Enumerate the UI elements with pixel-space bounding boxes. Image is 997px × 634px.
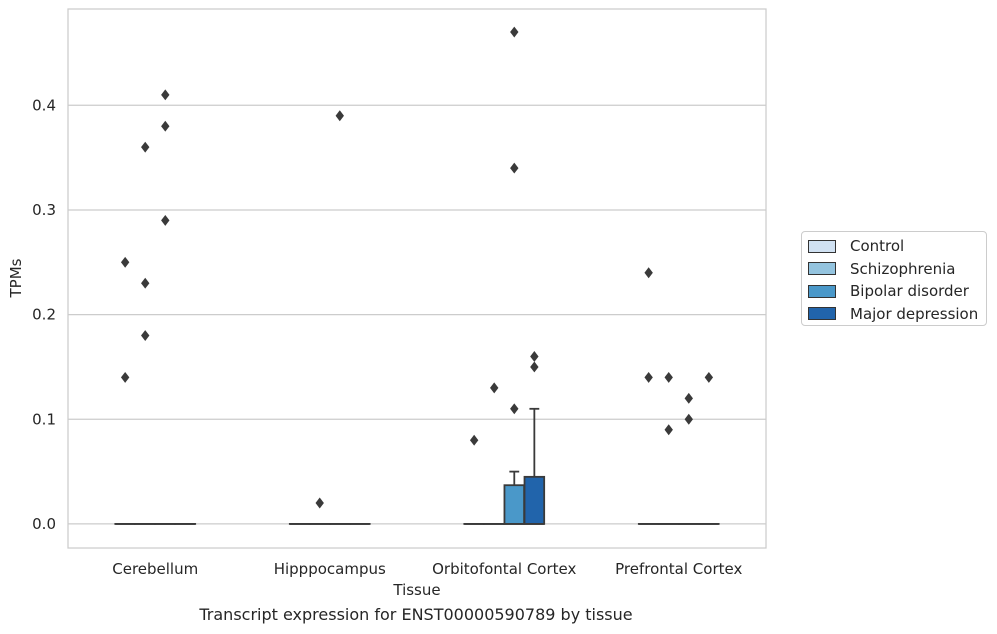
y-tick-labels: 0.0 0.1 0.2 0.3 0.4 [32, 96, 56, 533]
legend-swatch-control [808, 239, 836, 253]
outlier-point-bipolar-disorder-orbitofontal-cortex [510, 26, 519, 38]
outlier-point-schizophrenia-orbitofontal-cortex [490, 382, 499, 394]
outlier-point-schizophrenia-cerebellum [141, 277, 150, 289]
y-tick-label: 0.0 [32, 515, 56, 533]
outlier-points [120, 26, 714, 509]
x-tick-label: Prefrontal Cortex [615, 560, 742, 578]
plot-area-frame [67, 8, 767, 549]
outlier-point-bipolar-disorder-orbitofontal-cortex [510, 162, 519, 174]
legend-item-bipolar-disorder: Bipolar disorder [808, 280, 986, 303]
outlier-point-control-cerebellum [120, 256, 130, 268]
outlier-point-control-prefrontal-cortex [644, 371, 653, 383]
outlier-point-bipolar-disorder-hipppocampus [335, 110, 344, 122]
outlier-point-major-depression-prefrontal-cortex [704, 371, 714, 383]
outlier-point-schizophrenia-prefrontal-cortex [664, 424, 673, 436]
legend-label-control: Control [850, 237, 905, 256]
outlier-point-bipolar-disorder-prefrontal-cortex [684, 392, 693, 404]
box-bipolar-disorder-orbitofontal-cortex [503, 484, 526, 525]
x-tick-label: Cerebellum [112, 560, 198, 578]
y-tick-label: 0.4 [32, 96, 56, 114]
legend-item-schizophrenia: Schizophrenia [808, 258, 986, 281]
outlier-point-bipolar-disorder-orbitofontal-cortex [510, 403, 519, 415]
outlier-point-schizophrenia-cerebellum [141, 330, 150, 341]
outlier-point-major-depression-orbitofontal-cortex [530, 361, 539, 373]
legend-swatch-bipolar-disorder [808, 284, 836, 298]
x-tick-label: Hipppocampus [274, 560, 386, 578]
outlier-point-schizophrenia-cerebellum [141, 141, 150, 153]
outlier-point-schizophrenia-hipppocampus [315, 497, 324, 509]
outlier-point-major-depression-orbitofontal-cortex [530, 351, 539, 362]
legend: Control Schizophrenia Bipolar disorder M… [801, 231, 987, 326]
outlier-point-schizophrenia-prefrontal-cortex [664, 371, 673, 383]
outlier-point-control-cerebellum [120, 371, 130, 383]
y-tick-label: 0.1 [32, 410, 56, 428]
legend-item-major-depression: Major depression [808, 303, 986, 326]
legend-swatch-schizophrenia [808, 262, 836, 276]
outlier-point-bipolar-disorder-cerebellum [161, 120, 170, 132]
outlier-point-control-orbitofontal-cortex [469, 434, 479, 446]
figure-caption: Transcript expression for ENST0000059078… [199, 605, 633, 624]
legend-item-control: Control [808, 235, 986, 258]
box-major-depression-orbitofontal-cortex [523, 475, 546, 525]
x-tick-labels: Cerebellum Hipppocampus Orbitofontal Corte… [112, 560, 742, 578]
outlier-point-control-prefrontal-cortex [644, 267, 653, 279]
outlier-point-bipolar-disorder-cerebellum [161, 214, 170, 226]
x-tick-label: Orbitofontal Cortex [432, 560, 576, 578]
outlier-point-bipolar-disorder-prefrontal-cortex [684, 413, 693, 425]
legend-label-major-depression: Major depression [850, 304, 979, 323]
y-axis-label: TPMs [7, 258, 25, 298]
legend-label-bipolar-disorder: Bipolar disorder [850, 282, 969, 301]
legend-swatch-major-depression [808, 307, 836, 321]
gridlines [68, 104, 766, 525]
y-tick-label: 0.2 [32, 306, 56, 324]
y-tick-label: 0.3 [32, 201, 56, 219]
legend-label-schizophrenia: Schizophrenia [850, 259, 956, 278]
x-axis-label: Tissue [392, 581, 440, 599]
boxes [114, 407, 720, 525]
outlier-point-bipolar-disorder-cerebellum [161, 89, 170, 101]
